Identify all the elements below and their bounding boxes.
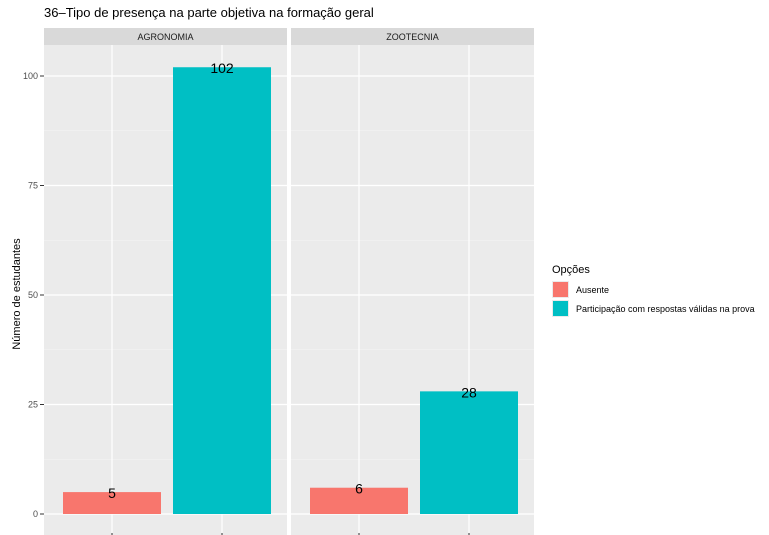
facet-strip [291,28,534,45]
legend-item: Ausente [552,281,609,298]
bar-agronomia-ausente [63,492,161,514]
facet-strip-label: ZOOTECNIA [386,32,439,42]
bar-data-label: 5 [108,485,116,501]
bar-data-label: 28 [461,384,477,400]
facet-panel-zootecnia: ZOOTECNIA 6 28 [291,28,534,535]
y-tick-label: 25 [28,400,38,410]
legend-label: Ausente [576,285,609,295]
legend-items: Ausente Participação com respostas válida… [552,281,755,317]
chart-title: 36–Tipo de presença na parte objetiva na… [44,5,374,20]
legend-item: Participação com respostas válidas na pr… [552,300,755,317]
bar-zootecnia-ausente [310,487,408,514]
legend: Opções Ausente Participação com respostas… [552,264,755,317]
facet-panels: AGRONOMIA 5 102 ZOOTECNIA 6 28 [44,28,534,535]
bar-data-label: 102 [210,60,234,76]
legend-swatch [553,301,568,316]
bar-zootecnia-participacao [420,391,518,514]
legend-label: Participação com respostas válidas na pr… [576,304,755,314]
y-axis-title: Número de estudantes [11,238,23,350]
facet-strip [44,28,287,45]
bar-agronomia-participacao [173,67,271,515]
facet-strip-label: AGRONOMIA [137,32,193,42]
y-tick-label: 100 [23,71,38,81]
y-tick-label: 75 [28,181,38,191]
y-tick-label: 50 [28,290,38,300]
facet-panel-agronomia: AGRONOMIA 5 102 [44,28,287,535]
legend-swatch [553,282,568,297]
bar-data-label: 6 [355,481,363,497]
y-tick-label: 0 [33,509,38,519]
legend-title: Opções [552,264,590,276]
